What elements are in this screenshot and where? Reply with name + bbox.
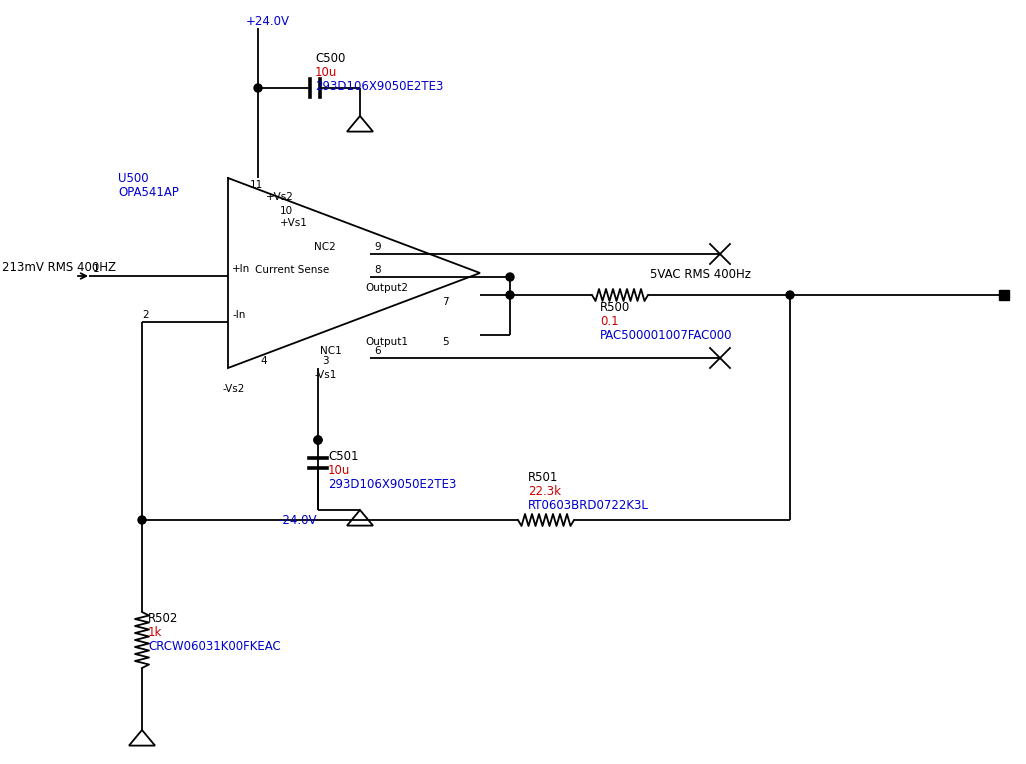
Text: 7: 7 — [442, 297, 448, 307]
Circle shape — [254, 84, 262, 92]
Text: 22.3k: 22.3k — [528, 485, 561, 498]
Text: 11: 11 — [250, 180, 264, 190]
Text: -Vs2: -Vs2 — [222, 384, 244, 394]
Text: 293D106X9050E2TE3: 293D106X9050E2TE3 — [328, 478, 457, 491]
Text: 10: 10 — [280, 206, 293, 216]
Text: +In: +In — [232, 264, 250, 274]
Circle shape — [506, 291, 514, 299]
Text: R502: R502 — [148, 612, 179, 625]
Text: 3: 3 — [322, 356, 328, 366]
Text: Current Sense: Current Sense — [255, 265, 329, 275]
Text: 293D106X9050E2TE3: 293D106X9050E2TE3 — [315, 80, 443, 93]
Text: U500: U500 — [118, 172, 149, 185]
Text: 4: 4 — [260, 356, 267, 366]
Text: R500: R500 — [600, 301, 630, 314]
Circle shape — [314, 436, 322, 444]
Text: 1k: 1k — [148, 626, 162, 639]
Text: -Vs1: -Vs1 — [314, 370, 337, 380]
Text: C501: C501 — [328, 450, 358, 463]
Text: 1: 1 — [93, 264, 100, 274]
Text: 2: 2 — [142, 310, 149, 320]
Text: NC1: NC1 — [320, 346, 342, 356]
Text: R501: R501 — [528, 471, 558, 484]
Bar — [999, 290, 1009, 300]
Text: 5: 5 — [442, 337, 448, 347]
Text: +24.0V: +24.0V — [246, 15, 290, 28]
Text: 0.1: 0.1 — [600, 315, 619, 328]
Text: 213mV RMS 400HZ: 213mV RMS 400HZ — [2, 261, 116, 274]
Text: 9: 9 — [374, 242, 381, 252]
Circle shape — [506, 273, 514, 281]
Text: 8: 8 — [374, 265, 381, 275]
Text: 10u: 10u — [315, 66, 338, 79]
Circle shape — [786, 291, 794, 299]
Text: 6: 6 — [374, 346, 381, 356]
Text: -In: -In — [232, 310, 245, 320]
Text: C500: C500 — [315, 52, 346, 65]
Text: +Vs1: +Vs1 — [280, 218, 308, 228]
Circle shape — [139, 516, 146, 524]
Text: PAC500001007FAC000: PAC500001007FAC000 — [600, 329, 733, 342]
Circle shape — [314, 436, 322, 444]
Text: NC2: NC2 — [314, 242, 336, 252]
Text: +Vs2: +Vs2 — [266, 192, 293, 202]
Text: -24.0V: -24.0V — [278, 514, 316, 527]
Text: OPA541AP: OPA541AP — [118, 186, 179, 199]
Text: CRCW06031K00FKEAC: CRCW06031K00FKEAC — [148, 640, 281, 653]
Text: Output2: Output2 — [365, 283, 408, 293]
Text: Output1: Output1 — [365, 337, 408, 347]
Text: 10u: 10u — [328, 464, 350, 477]
Text: 5VAC RMS 400Hz: 5VAC RMS 400Hz — [650, 268, 751, 281]
Text: RT0603BRD0722K3L: RT0603BRD0722K3L — [528, 499, 648, 512]
